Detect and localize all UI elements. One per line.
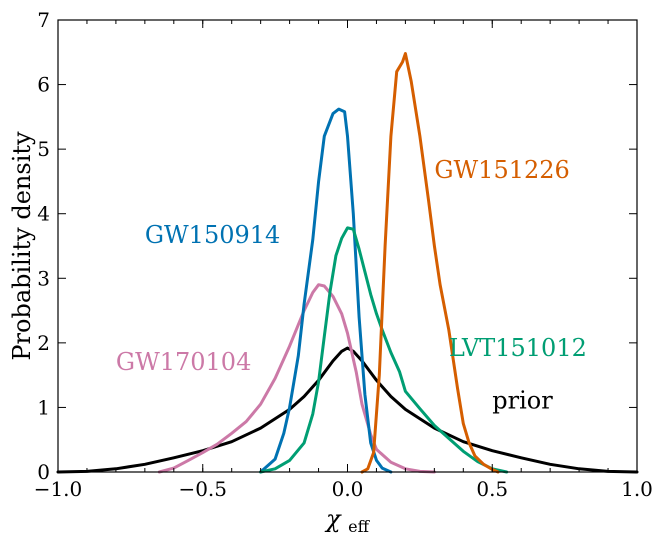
x-axis-label-main: χ	[324, 505, 342, 533]
label-lvt151012: LVT151012	[449, 334, 587, 362]
curves-layer	[56, 52, 639, 474]
x-tick-label: 1.0	[621, 477, 653, 501]
curve-gw150914	[259, 107, 393, 474]
y-tick-label: 3	[37, 266, 50, 290]
x-axis-label: χ eff	[324, 505, 371, 536]
x-axis-label-sub: eff	[348, 517, 370, 536]
x-tick-label: −1.0	[34, 477, 83, 501]
y-tick-label: 5	[37, 137, 50, 161]
label-gw150914: GW150914	[145, 221, 280, 249]
y-tick-label: 4	[37, 202, 50, 226]
curve-gw170104	[157, 283, 436, 474]
y-tick-label: 2	[37, 331, 50, 355]
ticks-layer: −1.0 −0.5 0.0 0.5 1.0 0 1 2 3 4 5 6 7	[34, 8, 653, 501]
y-tick-label: 0	[37, 460, 50, 484]
annotations-layer: GW151226 GW150914 LVT151012 GW170104 prior	[116, 156, 587, 415]
label-gw170104: GW170104	[116, 348, 251, 376]
x-tick-label: −0.5	[178, 477, 227, 501]
label-prior: prior	[492, 387, 553, 415]
curve-prior	[56, 346, 639, 474]
curve-gw151226	[360, 52, 500, 474]
y-axis-label: Probability density	[8, 131, 36, 361]
curve-lvt151012	[259, 226, 509, 474]
x-tick-label: 0.5	[476, 477, 508, 501]
x-tick-label: 0.0	[332, 477, 364, 501]
y-tick-label: 6	[37, 73, 50, 97]
y-tick-label: 1	[37, 395, 50, 419]
label-gw151226: GW151226	[434, 156, 569, 184]
y-tick-label: 7	[37, 8, 50, 32]
